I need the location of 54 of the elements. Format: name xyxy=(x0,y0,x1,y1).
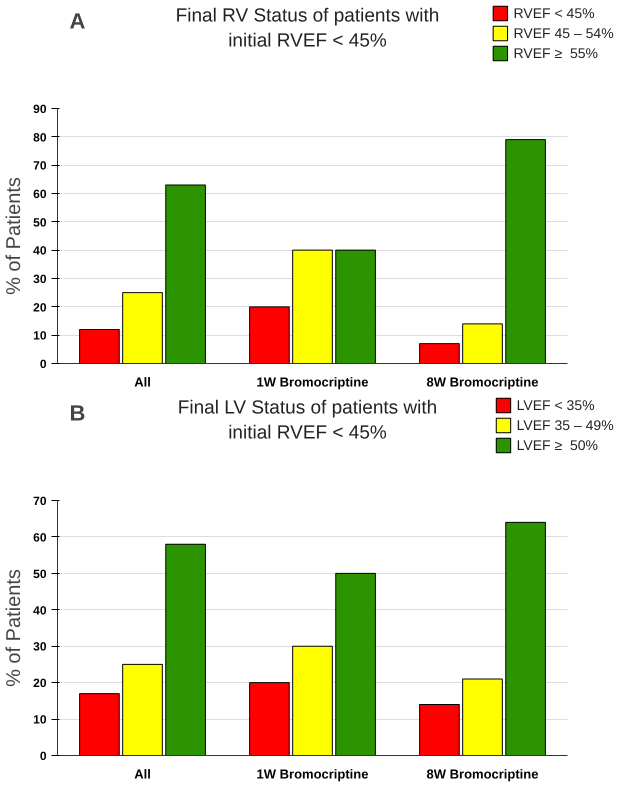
y-tick-label: 20 xyxy=(33,300,47,314)
y-tick-label: 10 xyxy=(33,328,47,343)
legend-label: LVEF 35 – 49% xyxy=(516,417,614,433)
bar xyxy=(292,250,333,364)
y-tick-label: 60 xyxy=(33,530,47,544)
text: A xyxy=(70,8,86,34)
legend-label: RVEF ≥ 55% xyxy=(514,45,598,61)
bar xyxy=(292,646,333,756)
bar xyxy=(419,343,460,364)
x-tick-label: 8W Bromocriptine xyxy=(426,766,538,782)
y-tick-label: 90 xyxy=(33,102,47,116)
bar xyxy=(79,693,120,756)
y-tick-label: 50 xyxy=(33,215,47,230)
legend-label: LVEF ≥ 50% xyxy=(516,437,598,453)
legend-label: LVEF < 35% xyxy=(516,397,595,413)
y-tick-label: 40 xyxy=(33,603,47,618)
bar xyxy=(249,682,290,756)
bar xyxy=(122,664,163,756)
bar xyxy=(165,184,206,364)
x-tick-label: 1W Bromocriptine xyxy=(256,374,368,390)
bar xyxy=(419,704,460,756)
y-tick-label: 0 xyxy=(40,749,47,763)
bar xyxy=(462,678,503,756)
bar xyxy=(505,522,546,756)
bar xyxy=(462,323,503,364)
x-tick-label: 8W Bromocriptine xyxy=(426,374,538,390)
x-tick-label: All xyxy=(134,766,151,782)
legend-label: RVEF 45 – 54% xyxy=(514,25,614,41)
y-tick-label: 60 xyxy=(33,187,47,201)
y-axis-title: % of Patients xyxy=(3,177,26,295)
chart-title: Final RV Status of patients with initial RVEF < 45% xyxy=(176,6,440,52)
y-tick-label: 50 xyxy=(33,566,47,581)
legend-label: RVEF < 45% xyxy=(514,5,595,21)
bar xyxy=(165,544,206,756)
bar xyxy=(335,250,376,364)
y-axis-title: % of Patients xyxy=(3,569,26,687)
y-tick-label: 20 xyxy=(33,676,47,690)
bar xyxy=(79,329,120,364)
y-tick-label: 10 xyxy=(33,712,47,727)
bar xyxy=(249,306,290,364)
y-tick-label: 80 xyxy=(33,130,47,144)
y-tick-label: 30 xyxy=(33,640,47,654)
bar xyxy=(335,572,376,756)
y-tick-label: 70 xyxy=(33,494,47,508)
bar xyxy=(122,292,163,364)
chart-title: Final LV Status of patients with initial RVEF < 45% xyxy=(178,398,438,444)
y-tick-label: 70 xyxy=(33,158,47,173)
bar xyxy=(505,139,546,364)
x-tick-label: All xyxy=(134,374,151,390)
x-tick-label: 1W Bromocriptine xyxy=(256,766,368,782)
y-tick-label: 30 xyxy=(33,272,47,286)
y-tick-label: 0 xyxy=(40,357,47,371)
text: B xyxy=(70,400,86,426)
y-tick-label: 40 xyxy=(33,244,47,258)
